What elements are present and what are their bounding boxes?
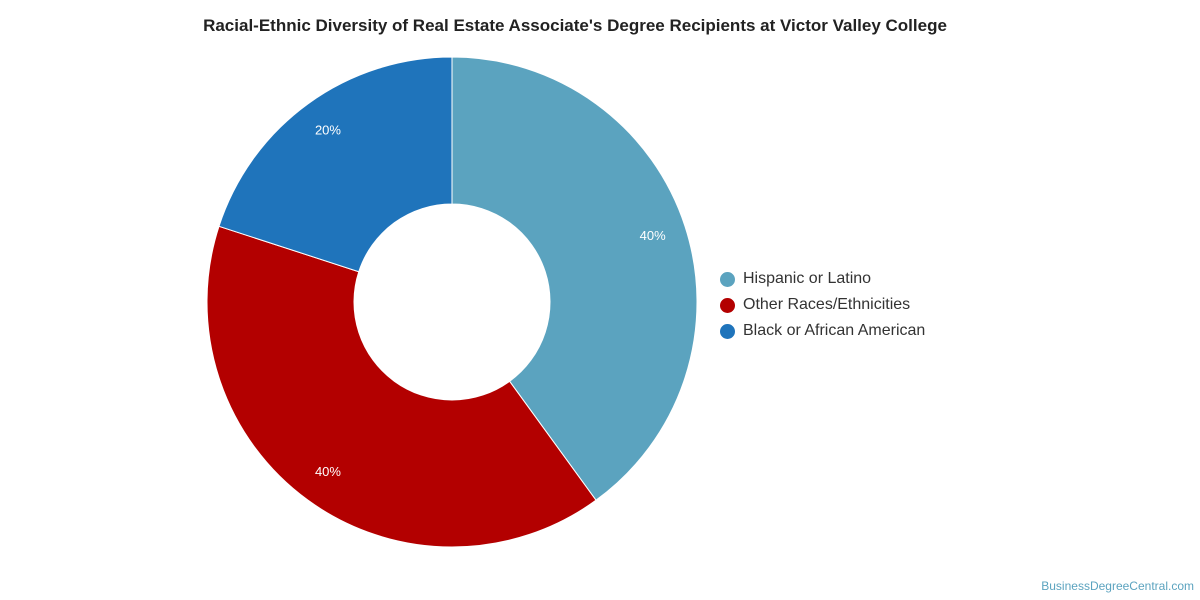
- legend-swatch: [720, 323, 735, 339]
- legend-item[interactable]: Black or African American: [720, 318, 925, 344]
- data-label-hispanic-or-latino: 40%: [640, 228, 666, 243]
- chart-legend: Hispanic or Latino Other Races/Ethnicitie…: [720, 266, 925, 344]
- legend-label: Other Races/Ethnicities: [743, 296, 911, 313]
- legend-swatch: [720, 271, 735, 287]
- data-label-black-or-african-american: 20%: [315, 123, 341, 138]
- legend-item[interactable]: Other Races/Ethnicities: [720, 292, 925, 318]
- slice-black-or-african-american[interactable]: [218, 56, 453, 273]
- slice-hispanic-or-latino[interactable]: [451, 56, 698, 501]
- slices-layer: [206, 56, 698, 548]
- slice-other-races-ethnicities[interactable]: [206, 225, 597, 548]
- legend-item[interactable]: Hispanic or Latino: [720, 266, 925, 292]
- legend-swatch: [720, 297, 735, 313]
- data-labels-layer: 40% 40% 20%: [315, 123, 666, 479]
- data-label-other-races-ethnicities: 40%: [315, 464, 341, 479]
- legend-label: Black or African American: [743, 322, 926, 339]
- chart-title: Racial-Ethnic Diversity of Real Estate A…: [203, 16, 947, 35]
- site-watermark[interactable]: BusinessDegreeCentral.com: [1041, 579, 1194, 593]
- legend-label: Hispanic or Latino: [743, 270, 872, 287]
